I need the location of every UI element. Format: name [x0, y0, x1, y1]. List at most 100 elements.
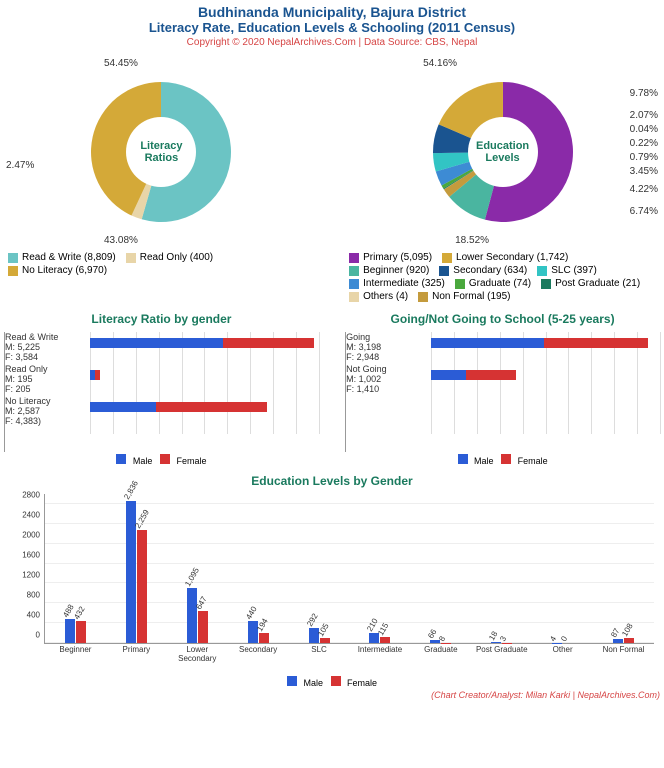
- legend-male: Male: [133, 456, 153, 466]
- vbar-male: 488: [65, 619, 75, 643]
- legend-swatch: [349, 292, 359, 302]
- vbar-xlabel: Primary: [106, 643, 167, 654]
- literacy-gender-section: Literacy Ratio by gender Read & WriteM: …: [4, 312, 319, 466]
- legend-item: Graduate (74): [455, 278, 531, 289]
- hbar-male-bar: [431, 370, 466, 380]
- vbar-group: 488 432 Beginner: [45, 619, 106, 643]
- legend-swatch: [455, 279, 465, 289]
- vbar-ytick: 2400: [22, 511, 40, 520]
- legend-label: Secondary (634): [453, 265, 527, 276]
- hbar-row: Not GoingM: 1,002F: 1,410: [431, 364, 660, 394]
- copyright-text: Copyright © 2020 NepalArchives.Com | Dat…: [4, 37, 660, 48]
- hbar-row: No LiteracyM: 2,587F: 4,383): [90, 396, 319, 426]
- vbar-ytick: 1600: [22, 551, 40, 560]
- vbar-xlabel: Graduate: [410, 643, 471, 654]
- education-donut-section: EducationLevels54.16%9.78%2.07%0.04%0.22…: [345, 52, 660, 304]
- hbar-female-bar: [544, 338, 648, 348]
- hbar-male-bar: [90, 402, 156, 412]
- donut-slice-label: 43.08%: [104, 235, 138, 246]
- hbar2-legend: Male Female: [345, 454, 660, 466]
- hbar-row-label: Not GoingM: 1,002F: 1,410: [346, 364, 428, 394]
- legend-label: No Literacy (6,970): [22, 265, 107, 276]
- title-sub: Literacy Rate, Education Levels & School…: [4, 20, 660, 35]
- hbar-female-bar: [223, 338, 314, 348]
- vbar-ytick: 0: [36, 631, 40, 640]
- vbar-legend: Male Female: [4, 676, 660, 688]
- hbar-row: Read OnlyM: 195F: 205: [90, 364, 319, 394]
- donut-slice-label: 4.22%: [630, 184, 658, 195]
- vbar-ytick: 1200: [22, 571, 40, 580]
- hbar-row-label: GoingM: 3,198F: 2,948: [346, 332, 428, 362]
- legend-male: Male: [303, 678, 323, 688]
- legend-female: Female: [347, 678, 377, 688]
- legend-label: Read Only (400): [140, 252, 213, 263]
- legend-label: Beginner (920): [363, 265, 429, 276]
- vbar-ytick: 800: [27, 591, 40, 600]
- legend-item: Others (4): [349, 291, 408, 302]
- legend-item: SLC (397): [537, 265, 597, 276]
- vbar-group: 87 108 Non Formal: [593, 638, 654, 643]
- education-legend: Primary (5,095) Lower Secondary (1,742) Be…: [345, 252, 660, 304]
- legend-item: Primary (5,095): [349, 252, 432, 263]
- vbar-female: 2,259: [137, 530, 147, 643]
- legend-item: Non Formal (195): [418, 291, 510, 302]
- legend-swatch: [349, 266, 359, 276]
- donut-slice-label: 2.07%: [630, 110, 658, 121]
- schooling-section: Going/Not Going to School (5-25 years) G…: [345, 312, 660, 466]
- vbar-xlabel: Post Graduate: [471, 643, 532, 654]
- legend-label: Primary (5,095): [363, 252, 432, 263]
- education-donut: EducationLevels54.16%9.78%2.07%0.04%0.22…: [345, 52, 660, 252]
- legend-item: Secondary (634): [439, 265, 527, 276]
- vbar-female: 194: [259, 633, 269, 643]
- legend-label: Lower Secondary (1,742): [456, 252, 568, 263]
- donut-slice-label: 2.47%: [6, 160, 34, 171]
- vbar-xlabel: SLC: [289, 643, 350, 654]
- legend-female: Female: [176, 456, 206, 466]
- vbar-group: 440 194 Secondary: [228, 621, 289, 643]
- vbar-value: 292: [305, 612, 319, 628]
- vbar-group: 292 105 SLC: [289, 628, 350, 643]
- vbar-ytick: 400: [27, 611, 40, 620]
- legend-female: Female: [518, 456, 548, 466]
- vbar-xlabel: Lower Secondary: [167, 643, 228, 663]
- legend-swatch: [349, 279, 359, 289]
- legend-label: Graduate (74): [469, 278, 531, 289]
- vbar-ytick: 2800: [22, 491, 40, 500]
- legend-swatch: [126, 253, 136, 263]
- vbar-xlabel: Beginner: [45, 643, 106, 654]
- vbar-xlabel: Secondary: [228, 643, 289, 654]
- vbar-value: 108: [620, 622, 634, 638]
- legend-swatch: [418, 292, 428, 302]
- vbar-group: 1,095 647 Lower Secondary: [167, 588, 228, 643]
- donut-slice-label: 0.22%: [630, 138, 658, 149]
- hbar-female-bar: [156, 402, 267, 412]
- hbar-row-label: Read & WriteM: 5,225F: 3,584: [5, 332, 87, 362]
- donut-center-label: LiteracyRatios: [140, 140, 182, 164]
- legend-label: Others (4): [363, 291, 408, 302]
- legend-label: SLC (397): [551, 265, 597, 276]
- donut-slice-label: 3.45%: [630, 166, 658, 177]
- hbar-row-label: No LiteracyM: 2,587F: 4,383): [5, 396, 87, 426]
- legend-label: Non Formal (195): [432, 291, 510, 302]
- vbar-male: 1,095: [187, 588, 197, 643]
- vbar-female: 647: [198, 611, 208, 643]
- hbar1-chart: Read & WriteM: 5,225F: 3,584Read OnlyM: …: [4, 332, 319, 452]
- vbar-xlabel: Non Formal: [593, 643, 654, 654]
- legend-swatch: [541, 279, 551, 289]
- vbar-chart: 0 400 800 1200 1600 2000 2400 2800 488 432 Begi…: [4, 494, 660, 674]
- header: Budhinanda Municipality, Bajura District…: [4, 4, 660, 48]
- education-gender-section: Education Levels by Gender 0 400 800 1200 16…: [4, 474, 660, 700]
- legend-item: Intermediate (325): [349, 278, 445, 289]
- legend-swatch: [439, 266, 449, 276]
- vbar-title: Education Levels by Gender: [4, 474, 660, 488]
- hbar-female-bar: [95, 370, 100, 380]
- legend-swatch: [8, 266, 18, 276]
- vbar-xlabel: Intermediate: [350, 643, 411, 654]
- legend-item: Beginner (920): [349, 265, 429, 276]
- legend-item: Read Only (400): [126, 252, 213, 263]
- vbar-ytick: 2000: [22, 531, 40, 540]
- legend-item: Lower Secondary (1,742): [442, 252, 568, 263]
- literacy-legend: Read & Write (8,809)Read Only (400)No Li…: [4, 252, 319, 278]
- title-main: Budhinanda Municipality, Bajura District: [4, 4, 660, 20]
- donut-slice-label: 54.16%: [423, 58, 457, 69]
